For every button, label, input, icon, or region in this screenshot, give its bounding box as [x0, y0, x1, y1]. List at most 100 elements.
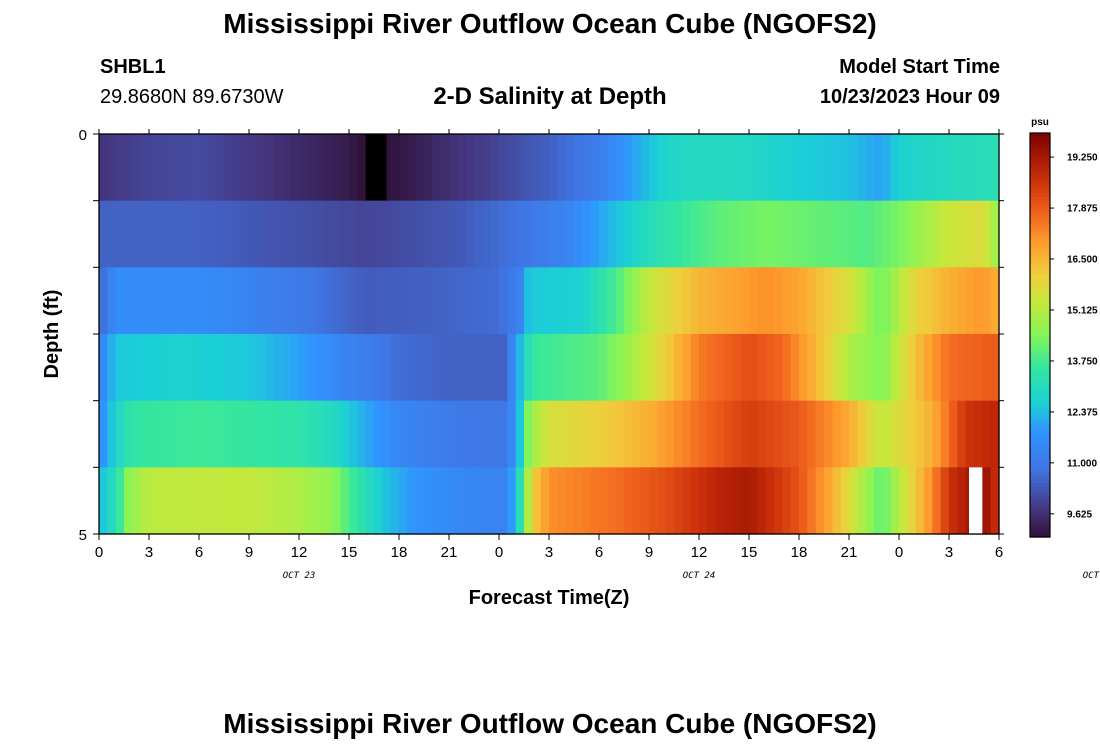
heatmap-cell: [982, 267, 992, 335]
heatmap-cell: [124, 267, 133, 335]
heatmap-cell: [707, 400, 717, 468]
heatmap-cell: [657, 467, 667, 535]
heatmap-cell: [524, 200, 533, 268]
heatmap-cell: [615, 334, 625, 402]
heatmap-cell: [374, 467, 383, 535]
colorbar-segment: [1030, 523, 1050, 528]
heatmap-cell: [515, 267, 525, 335]
heatmap-cell: [199, 200, 208, 268]
heatmap-cell: [315, 134, 325, 202]
heatmap-cell: [907, 467, 917, 535]
heatmap-cell: [482, 400, 492, 468]
heatmap-cell: [940, 334, 950, 402]
heatmap-cell: [190, 200, 200, 268]
heatmap-cell: [424, 267, 433, 335]
colorbar-segment: [1030, 143, 1050, 148]
heatmap-cell: [699, 267, 708, 335]
colorbar-segment: [1030, 153, 1050, 158]
heatmap-cell: [399, 400, 408, 468]
colorbar-segment: [1030, 476, 1050, 481]
heatmap-cell: [765, 334, 775, 402]
heatmap-cell: [415, 334, 425, 402]
heatmap-cell: [782, 267, 792, 335]
heatmap-cell: [324, 134, 333, 202]
heatmap-cell: [465, 400, 475, 468]
heatmap-cell: [807, 134, 817, 202]
heatmap-cell: [865, 134, 875, 202]
bottom-title: Mississippi River Outflow Ocean Cube (NG…: [223, 708, 877, 739]
heatmap-cells: [99, 134, 1000, 535]
heatmap-cell: [882, 334, 892, 402]
heatmap-cell: [282, 200, 292, 268]
heatmap-cell: [165, 267, 175, 335]
colorbar-segment: [1030, 223, 1050, 228]
heatmap-cell: [590, 334, 600, 402]
heatmap-cell: [190, 467, 200, 535]
heatmap-cell: [249, 200, 258, 268]
colorbar-segment: [1030, 361, 1050, 366]
heatmap-cell: [240, 400, 250, 468]
x-tick-label: 0: [95, 544, 103, 561]
heatmap-cell: [340, 267, 350, 335]
heatmap-cell: [557, 134, 567, 202]
heatmap-cell: [165, 467, 175, 535]
heatmap-cell: [807, 267, 817, 335]
heatmap-cell: [249, 467, 258, 535]
heatmap-cell: [457, 400, 467, 468]
heatmap-cell: [524, 400, 533, 468]
heatmap-cell: [449, 134, 458, 202]
heatmap-cell: [99, 467, 108, 535]
heatmap-cell: [865, 267, 875, 335]
heatmap-cell: [532, 200, 542, 268]
heatmap-cell: [707, 134, 717, 202]
heatmap-cell: [790, 267, 800, 335]
heatmap-cell: [590, 200, 600, 268]
colorbar-segment: [1030, 257, 1050, 262]
heatmap-cell: [207, 134, 217, 202]
colorbar-segment: [1030, 422, 1050, 427]
colorbar-segment: [1030, 149, 1050, 154]
heatmap-cell: [757, 134, 767, 202]
heatmap-cell: [715, 467, 725, 535]
colorbar-unit: psu: [1031, 117, 1049, 128]
heatmap-cell: [657, 267, 667, 335]
heatmap-cell: [849, 467, 858, 535]
heatmap-cell: [640, 267, 650, 335]
heatmap-cell: [449, 334, 458, 402]
colorbar-tick-label: 13.750: [1067, 356, 1098, 367]
heatmap-cell: [332, 267, 342, 335]
heatmap-cell: [390, 334, 400, 402]
heatmap-cell: [607, 467, 617, 535]
colorbar-segment: [1030, 499, 1050, 504]
heatmap-cell: [107, 134, 117, 202]
heatmap-cell: [574, 134, 583, 202]
heatmap-cell: [107, 467, 117, 535]
heatmap-cell: [765, 134, 775, 202]
heatmap-cell: [124, 400, 133, 468]
colorbar: psu 19.250 17.875 16.500 15.125 13.750 12.375 1…: [1029, 117, 1098, 538]
heatmap-cell: [290, 400, 300, 468]
heatmap-cell: [949, 134, 958, 202]
colorbar-segment: [1030, 469, 1050, 474]
x-tick-label: 18: [391, 544, 408, 561]
heatmap-cell: [699, 200, 708, 268]
heatmap-cell: [374, 400, 383, 468]
heatmap-cell: [224, 467, 233, 535]
heatmap-cell: [399, 267, 408, 335]
heatmap-cell: [774, 200, 783, 268]
heatmap-cell: [582, 334, 592, 402]
heatmap-cell: [424, 400, 433, 468]
colorbar-segment: [1030, 203, 1050, 208]
colorbar-segment: [1030, 516, 1050, 521]
heatmap-cell: [440, 267, 450, 335]
heatmap-cell: [490, 467, 500, 535]
colorbar-segment: [1030, 489, 1050, 494]
heatmap-cell: [815, 267, 825, 335]
heatmap-cell: [299, 200, 308, 268]
heatmap-cell: [957, 267, 967, 335]
heatmap-cell: [832, 134, 842, 202]
heatmap-cell: [332, 134, 342, 202]
colorbar-segment: [1030, 331, 1050, 336]
heatmap-cell: [365, 334, 375, 402]
heatmap-cell: [490, 334, 500, 402]
